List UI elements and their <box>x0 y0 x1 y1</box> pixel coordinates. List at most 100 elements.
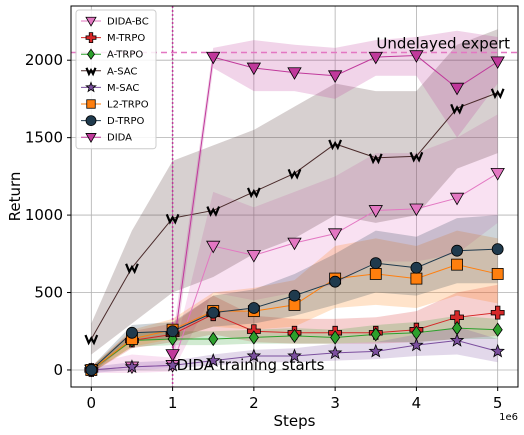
legend-marker <box>86 99 96 109</box>
point-a-trpo <box>289 328 300 344</box>
point-a-trpo <box>370 327 381 342</box>
x-tick-label: 2 <box>249 394 259 412</box>
point-m-trpo <box>490 305 505 320</box>
point-dida-bc <box>327 228 343 241</box>
point-l2-trpo <box>491 268 504 280</box>
point-dida <box>287 67 302 80</box>
x-axis-label: Steps <box>274 412 316 430</box>
point-dida-bc <box>368 205 383 218</box>
y-tick-label: 0 <box>53 361 63 379</box>
point-dida-bc <box>246 250 262 263</box>
band-dida <box>172 30 498 370</box>
legend-marker <box>85 67 97 77</box>
point-a-trpo <box>208 331 219 347</box>
point-d-trpo <box>85 364 98 376</box>
series-markers <box>84 50 505 378</box>
point-dida <box>165 349 180 362</box>
point-a-sac <box>328 139 343 151</box>
point-a-trpo <box>330 330 341 345</box>
legend-marker <box>87 48 95 60</box>
x-tick-label: 3 <box>330 394 340 412</box>
point-dida <box>206 51 221 65</box>
point-a-sac <box>246 187 261 199</box>
point-dida-bc <box>287 237 302 251</box>
point-dida-bc <box>409 203 424 217</box>
x-tick-label: 1 <box>168 394 178 412</box>
axis-ticks: 0 1 2 3 4 5 0 500 1000 1500 2000 <box>25 51 503 412</box>
x-tick-label: 5 <box>493 394 503 412</box>
point-m-sac <box>490 343 505 358</box>
point-l2-trpo <box>410 272 423 285</box>
point-m-sac <box>409 337 424 352</box>
legend-label: A-SAC <box>107 66 137 77</box>
legend-marker <box>85 16 97 27</box>
point-d-trpo <box>247 302 260 314</box>
legend-label: M-SAC <box>107 83 139 94</box>
legend-box <box>75 9 157 150</box>
point-dida-bc <box>449 192 465 206</box>
legend-label: DIDA <box>107 133 132 144</box>
point-dida-bc <box>206 240 221 254</box>
point-a-sac <box>165 213 180 225</box>
point-d-trpo <box>207 306 220 319</box>
point-m-sac <box>287 348 302 363</box>
point-l2-trpo <box>369 268 382 280</box>
point-m-sac <box>165 357 180 372</box>
x-tick-label: 4 <box>412 394 422 412</box>
point-d-trpo <box>491 243 504 256</box>
point-dida <box>246 62 262 76</box>
point-a-trpo <box>492 322 503 337</box>
legend-marker <box>85 81 97 93</box>
legend-label: A-TRPO <box>107 50 143 61</box>
y-tick-label: 500 <box>34 284 63 302</box>
point-dida <box>327 70 343 84</box>
band-a-sac <box>91 29 498 355</box>
point-dida-bc <box>490 167 505 181</box>
point-m-sac <box>368 343 384 358</box>
point-a-sac <box>84 334 99 346</box>
plot-frame <box>70 5 519 388</box>
point-d-trpo <box>126 326 138 339</box>
legend-label: D-TRPO <box>107 116 144 127</box>
point-m-sac <box>327 345 343 360</box>
legend-label: DIDA-BC <box>107 17 149 28</box>
point-d-trpo <box>329 275 342 288</box>
y-axis-label: Return <box>6 172 24 222</box>
y-tick-label: 2000 <box>25 51 63 69</box>
point-dida <box>409 50 424 63</box>
point-m-trpo <box>450 310 464 325</box>
point-a-sac <box>206 206 221 217</box>
point-d-trpo <box>369 257 382 269</box>
point-dida <box>368 51 383 65</box>
point-d-trpo <box>451 244 463 257</box>
dida-training-starts-label: DIDA training starts <box>177 356 325 374</box>
point-m-sac <box>449 332 465 347</box>
point-a-sac <box>490 88 505 100</box>
legend-marker <box>85 133 97 144</box>
x-tick-label: 0 <box>87 394 97 412</box>
y-tick-label: 1500 <box>25 129 63 147</box>
legend-label: L2-TRPO <box>107 100 149 111</box>
undelayed-expert-label: Undelayed expert <box>376 34 510 52</box>
point-dida <box>490 56 505 70</box>
y-tick-label: 1000 <box>25 206 63 224</box>
point-d-trpo <box>288 289 301 302</box>
point-m-sac <box>205 353 221 367</box>
point-a-sac <box>450 103 464 115</box>
band-a-trpo <box>91 315 498 374</box>
point-d-trpo <box>410 261 423 274</box>
legend-label: M-TRPO <box>107 33 145 44</box>
point-a-sac <box>368 153 383 165</box>
point-m-sac <box>246 348 262 363</box>
point-l2-trpo <box>451 258 463 271</box>
legend-marker <box>85 115 97 126</box>
point-a-trpo <box>248 330 259 345</box>
point-a-sac <box>409 151 424 163</box>
point-d-trpo <box>166 325 179 338</box>
legend: DIDA-BC M-TRPO A-TRPO A-SAC M-SAC L2-TRPO D-TR… <box>75 9 157 150</box>
point-a-sac <box>125 263 139 275</box>
point-dida <box>449 82 465 96</box>
point-m-sac <box>124 359 140 374</box>
point-a-sac <box>287 168 302 180</box>
